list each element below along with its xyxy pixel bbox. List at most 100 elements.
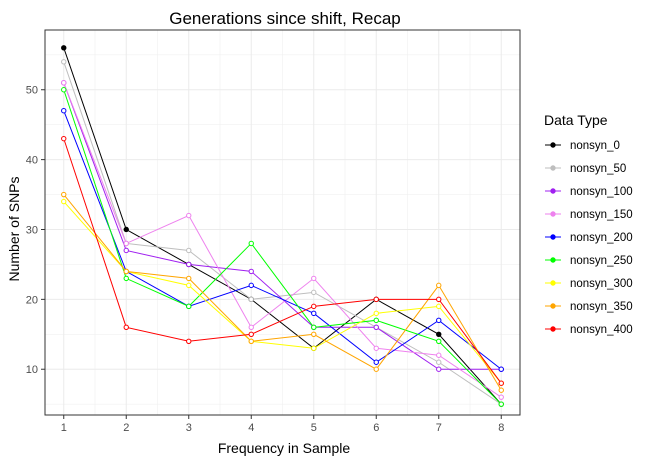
data-point-nonsyn_200 xyxy=(248,282,254,289)
data-point-nonsyn_400 xyxy=(436,296,442,303)
y-tick-label: 30 xyxy=(26,224,38,236)
data-point-nonsyn_400 xyxy=(498,380,504,386)
data-point-nonsyn_350 xyxy=(123,268,129,275)
series-line-nonsyn_0 xyxy=(63,47,502,405)
y-tick-label: 40 xyxy=(26,155,38,167)
data-point-nonsyn_300 xyxy=(373,310,379,317)
data-point-nonsyn_200 xyxy=(311,310,317,317)
legend-label: nonsyn_350 xyxy=(570,301,633,313)
data-point-nonsyn_250 xyxy=(436,338,442,344)
x-tick-label: 8 xyxy=(498,422,504,434)
legend-title: Data Type xyxy=(544,112,608,128)
data-point-nonsyn_50 xyxy=(248,296,254,303)
data-point-nonsyn_100 xyxy=(436,366,442,372)
series-line-nonsyn_200 xyxy=(63,110,502,370)
data-point-nonsyn_250 xyxy=(186,303,192,310)
legend-label: nonsyn_300 xyxy=(570,278,633,290)
data-point-nonsyn_150 xyxy=(311,275,317,282)
y-tick-label: 50 xyxy=(26,85,38,97)
legend-item-nonsyn_0: nonsyn_0 xyxy=(545,140,620,152)
plot-panel: 1 2 3 4 5 6 7 8 10 20 30 40 50 xyxy=(26,29,521,434)
legend-item-nonsyn_100: nonsyn_100 xyxy=(545,186,633,198)
legend-key-point xyxy=(550,142,556,148)
data-point-nonsyn_250 xyxy=(248,240,254,247)
legend-label: nonsyn_150 xyxy=(570,209,633,221)
x-tick-label: 1 xyxy=(61,422,67,434)
series-line-nonsyn_400 xyxy=(63,138,502,384)
data-point-nonsyn_50 xyxy=(436,359,442,365)
data-point-nonsyn_250 xyxy=(311,324,317,331)
data-point-nonsyn_400 xyxy=(311,303,317,310)
data-point-nonsyn_250 xyxy=(373,317,379,324)
data-point-nonsyn_350 xyxy=(311,331,317,337)
legend-item-nonsyn_300: nonsyn_300 xyxy=(545,278,633,290)
data-point-nonsyn_150 xyxy=(498,394,504,400)
series-line-nonsyn_150 xyxy=(63,82,502,398)
data-point-nonsyn_350 xyxy=(186,275,192,282)
data-point-nonsyn_300 xyxy=(311,345,317,351)
x-tick-label: 7 xyxy=(436,422,442,434)
data-point-nonsyn_300 xyxy=(186,282,192,289)
data-point-nonsyn_200 xyxy=(498,366,504,372)
data-point-nonsyn_100 xyxy=(123,247,129,254)
y-tick-label: 10 xyxy=(26,364,38,376)
data-point-nonsyn_400 xyxy=(123,324,129,331)
legend-key-point xyxy=(550,165,556,171)
legend-key-point xyxy=(550,257,556,263)
data-point-nonsyn_150 xyxy=(248,324,254,331)
data-point-nonsyn_350 xyxy=(498,387,504,393)
data-point-nonsyn_50 xyxy=(61,59,67,65)
data-point-nonsyn_0 xyxy=(436,331,442,337)
legend-key-point xyxy=(550,188,556,194)
data-point-nonsyn_50 xyxy=(186,247,192,254)
data-point-nonsyn_350 xyxy=(248,338,254,344)
data-point-nonsyn_150 xyxy=(373,345,379,351)
chart-title: Generations since shift, Recap xyxy=(169,9,401,28)
data-point-nonsyn_0 xyxy=(123,226,129,233)
data-point-nonsyn_150 xyxy=(123,240,129,247)
legend-key-point xyxy=(550,280,556,286)
legend-label: nonsyn_50 xyxy=(570,163,626,175)
data-point-nonsyn_100 xyxy=(248,268,254,275)
plot-border xyxy=(44,29,521,416)
data-point-nonsyn_400 xyxy=(186,338,192,344)
x-tick-label: 2 xyxy=(123,422,129,434)
data-point-nonsyn_250 xyxy=(61,87,67,93)
data-point-nonsyn_350 xyxy=(373,366,379,372)
data-point-nonsyn_400 xyxy=(373,296,379,303)
legend: nonsyn_0 nonsyn_50 nonsyn_100 nonsyn_150non… xyxy=(545,140,633,336)
x-tick-label: 4 xyxy=(248,422,254,434)
legend-item-nonsyn_400: nonsyn_400 xyxy=(545,324,633,336)
legend-item-nonsyn_150: nonsyn_150 xyxy=(545,209,633,221)
x-tick-label: 6 xyxy=(373,422,379,434)
data-point-nonsyn_250 xyxy=(498,401,504,407)
legend-label: nonsyn_250 xyxy=(570,255,633,267)
data-point-nonsyn_150 xyxy=(186,212,192,219)
data-point-nonsyn_100 xyxy=(373,324,379,331)
data-point-nonsyn_250 xyxy=(123,275,129,282)
data-point-nonsyn_0 xyxy=(61,45,67,51)
legend-label: nonsyn_100 xyxy=(570,186,633,198)
legend-label: nonsyn_400 xyxy=(570,324,633,336)
x-tick-label: 5 xyxy=(311,422,317,434)
series-line-nonsyn_250 xyxy=(63,89,502,405)
legend-item-nonsyn_350: nonsyn_350 xyxy=(545,301,633,313)
legend-key-point xyxy=(550,326,556,332)
data-point-nonsyn_300 xyxy=(436,303,442,310)
series-line-nonsyn_50 xyxy=(63,61,502,405)
legend-label: nonsyn_0 xyxy=(570,140,620,152)
legend-key-point xyxy=(550,211,556,217)
data-point-nonsyn_200 xyxy=(436,317,442,324)
legend-item-nonsyn_250: nonsyn_250 xyxy=(545,255,633,267)
data-point-nonsyn_200 xyxy=(61,108,67,114)
data-point-nonsyn_150 xyxy=(61,80,67,86)
data-point-nonsyn_350 xyxy=(61,191,67,198)
data-point-nonsyn_350 xyxy=(436,282,442,289)
data-point-nonsyn_50 xyxy=(311,289,317,296)
legend-key-point xyxy=(550,234,556,240)
data-point-nonsyn_300 xyxy=(61,198,67,205)
x-tick-label: 3 xyxy=(186,422,192,434)
series-line-nonsyn_300 xyxy=(63,201,502,384)
data-point-nonsyn_150 xyxy=(436,352,442,358)
